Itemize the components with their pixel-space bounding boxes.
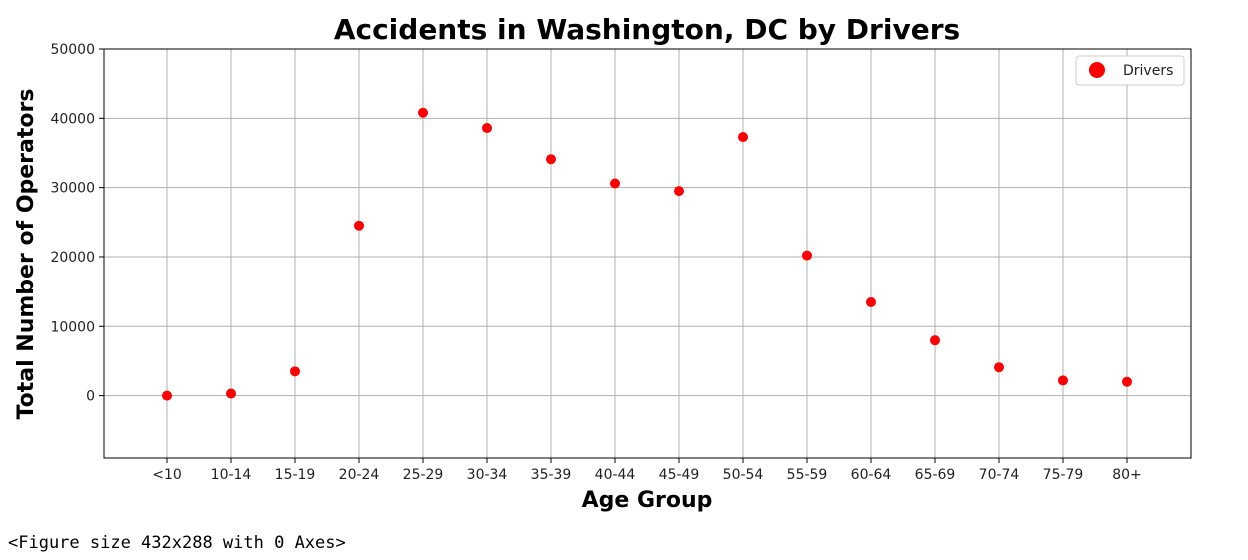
data-point (802, 250, 812, 261)
data-point (482, 123, 492, 134)
x-tick-label: 65-69 (915, 467, 956, 483)
data-point (290, 366, 300, 377)
data-point (994, 362, 1004, 373)
x-tick-label: 45-49 (659, 467, 700, 483)
x-tick-label: 10-14 (211, 467, 252, 483)
x-tick-label: 80+ (1112, 467, 1142, 483)
legend-label: Drivers (1123, 63, 1173, 79)
y-tick-label: 20000 (50, 250, 95, 266)
chart-title: Accidents in Washington, DC by Drivers (334, 13, 960, 46)
x-axis-label: Age Group (582, 488, 713, 513)
x-tick-label: 70-74 (979, 467, 1020, 483)
x-axis-ticks: <10 10-14 15-19 20-24 25-29 30-34 35-39 40-44 45… (152, 458, 1142, 483)
x-tick-label: 50-54 (723, 467, 764, 483)
y-tick-label: 10000 (50, 319, 95, 335)
data-point (162, 390, 172, 401)
x-tick-label: 75-79 (1043, 467, 1084, 483)
y-axis-label: Total Number of Operators (14, 89, 39, 420)
data-point (738, 132, 748, 143)
scatter-chart: 0 10000 20000 30000 40000 50000 <10 10-14 15-19… (14, 13, 1192, 513)
y-tick-label: 40000 (50, 111, 95, 127)
y-tick-label: 50000 (50, 42, 95, 58)
y-tick-label: 0 (86, 389, 95, 405)
data-point (674, 186, 684, 197)
data-points (162, 107, 1132, 401)
grid-lines (104, 48, 1191, 458)
y-tick-label: 30000 (50, 181, 95, 197)
x-tick-label: 15-19 (275, 467, 316, 483)
x-tick-label: 55-59 (787, 467, 828, 483)
data-point (418, 107, 428, 118)
x-tick-label: 35-39 (531, 467, 572, 483)
x-tick-label: 60-64 (851, 467, 892, 483)
x-tick-label: 30-34 (467, 467, 508, 483)
data-point (930, 335, 940, 346)
x-tick-label: 20-24 (339, 467, 380, 483)
x-tick-label: 25-29 (403, 467, 444, 483)
data-point (866, 297, 876, 308)
figure-caption: <Figure size 432x288 with 0 Axes> (8, 533, 346, 553)
data-point (354, 220, 364, 231)
plot-frame (103, 48, 1192, 459)
legend-box (1075, 55, 1185, 86)
data-point (1058, 375, 1068, 386)
data-point (1122, 376, 1132, 387)
legend-marker (1089, 62, 1105, 78)
legend: Drivers (1075, 55, 1185, 86)
x-tick-label: 40-44 (595, 467, 636, 483)
data-point (226, 388, 236, 399)
data-point (546, 154, 556, 165)
x-tick-label: <10 (152, 467, 182, 483)
data-point (610, 178, 620, 189)
y-axis-ticks: 0 10000 20000 30000 40000 50000 (50, 42, 104, 405)
